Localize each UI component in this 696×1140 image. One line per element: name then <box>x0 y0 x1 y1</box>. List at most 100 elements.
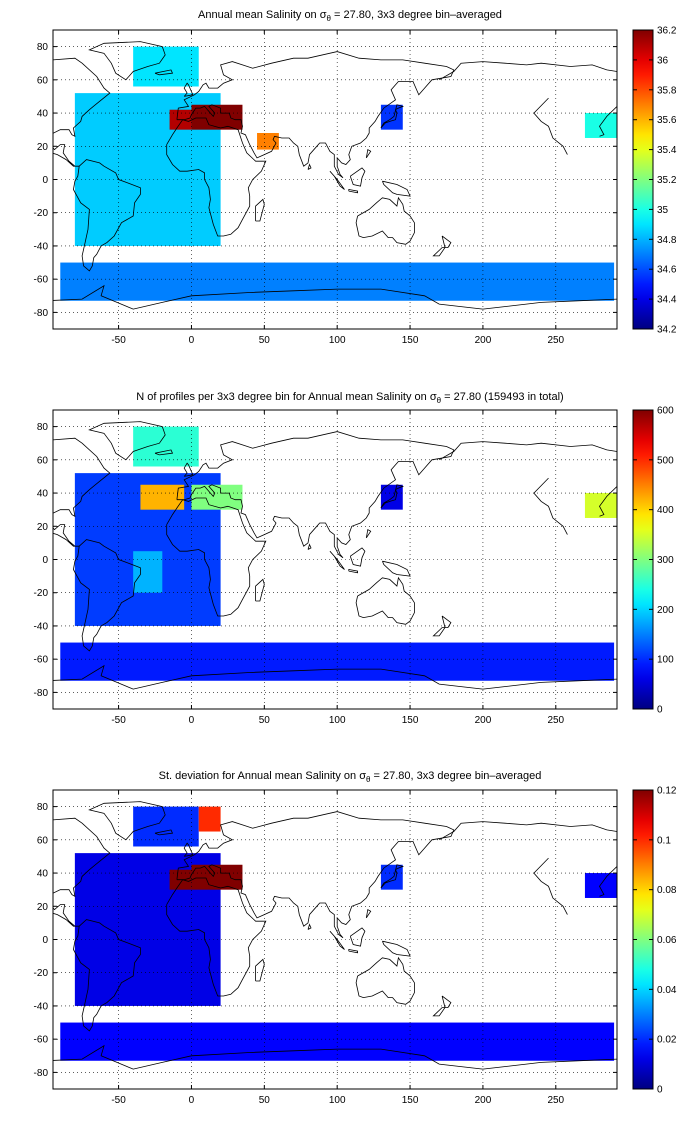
salinity-mean-colorbar: 34.2 34.4 34.6 34.8 35 35.2 35.4 35.6 35.8 36 36.2 <box>632 26 677 336</box>
colorbar-tick-label: 35.2 <box>657 175 677 186</box>
data-region <box>191 864 243 890</box>
x-tick-label: 100 <box>329 1095 346 1106</box>
coastline <box>365 148 372 159</box>
data-region <box>60 1022 615 1061</box>
y-tick-label: 20 <box>37 142 49 153</box>
y-tick-label: -20 <box>34 208 49 219</box>
coastline <box>380 864 405 889</box>
coastline <box>176 51 455 179</box>
colorbar-tick-label: 0.1 <box>657 835 671 846</box>
data-region <box>133 46 199 87</box>
x-tick-label: 50 <box>259 335 271 346</box>
colorbar-tick-label: 34.2 <box>657 325 677 336</box>
colorbar-tick-label: 36.2 <box>657 26 677 37</box>
coastline <box>380 104 405 129</box>
coastline <box>533 477 568 535</box>
coastline <box>533 857 568 915</box>
colorbar-tick-label: 0 <box>657 1085 663 1096</box>
coastline <box>432 235 452 257</box>
salinity-std-map <box>53 790 617 1089</box>
coastline <box>599 486 617 517</box>
coastline <box>355 196 415 245</box>
coastline <box>348 569 358 574</box>
coastline <box>53 817 111 927</box>
x-tick-label: -50 <box>111 1095 126 1106</box>
colorbar-tick-label: 300 <box>657 555 674 566</box>
coastline <box>349 547 366 567</box>
colorbar-tick-label: 0 <box>657 705 663 716</box>
y-tick-label: 60 <box>37 835 49 846</box>
coastline <box>432 615 452 637</box>
coastline <box>154 449 174 456</box>
colorbar-tick-label: 0.12 <box>657 786 677 797</box>
data-region <box>380 484 403 510</box>
data-region <box>198 806 221 832</box>
coastline <box>166 877 267 997</box>
colorbar-tick-label: 0.02 <box>657 1035 677 1046</box>
y-tick-label: 80 <box>37 802 49 813</box>
data-region <box>133 551 163 593</box>
x-tick-label: -50 <box>111 715 126 726</box>
y-tick-label: 40 <box>37 869 49 880</box>
coastline <box>432 995 452 1017</box>
coastline <box>329 930 345 950</box>
profile-count-map <box>53 410 617 709</box>
colorbar-tick-label: 100 <box>657 655 674 666</box>
y-tick-label: 40 <box>37 489 49 500</box>
coastline <box>382 560 411 577</box>
y-tick-label: 0 <box>42 935 48 946</box>
coastline <box>53 284 617 310</box>
colorbar-tick-label: 35 <box>657 205 669 216</box>
data-region <box>191 484 243 510</box>
colorbar-tick-label: 35.4 <box>657 145 677 156</box>
coastline <box>599 106 617 137</box>
coastline <box>183 462 194 477</box>
colorbar-tick-label: 35.8 <box>657 85 677 96</box>
coastline <box>183 842 194 857</box>
data-region <box>584 113 617 138</box>
data-region <box>133 426 199 467</box>
coastline <box>365 528 372 539</box>
coastline <box>365 908 372 919</box>
colorbar-tick-label: 34.6 <box>657 265 677 276</box>
colorbar-tick-label: 34.4 <box>657 295 677 306</box>
y-tick-label: -20 <box>34 588 49 599</box>
x-tick-label: 0 <box>189 1095 195 1106</box>
colorbar-tick-label: 200 <box>657 605 674 616</box>
x-tick-label: 0 <box>189 335 195 346</box>
y-tick-label: -40 <box>34 1001 49 1012</box>
data-region <box>133 806 199 847</box>
colorbar-tick-label: 34.8 <box>657 235 677 246</box>
coastline <box>349 167 366 187</box>
coastline <box>255 578 265 602</box>
y-tick-label: 80 <box>37 422 49 433</box>
coastline <box>154 69 174 76</box>
coastline <box>329 550 345 570</box>
y-tick-label: -80 <box>34 308 49 319</box>
coastline <box>154 829 174 836</box>
profile-count-axes: -50 0 50 100 150 200 250 -80 -60 -40 -20 0 20 40 60 80 <box>34 409 618 726</box>
coastline <box>255 198 265 222</box>
salinity-mean-panel: Annual mean Salinity on σθ = 27.80, 3x3 … <box>34 9 677 346</box>
y-tick-label: 80 <box>37 42 49 53</box>
data-region <box>140 484 185 510</box>
profile-count-colorbar: 0 100 200 300 400 500 600 <box>632 406 674 716</box>
x-tick-label: 150 <box>402 1095 419 1106</box>
coastline <box>53 1044 617 1070</box>
colorbar-tick-label: 400 <box>657 505 674 516</box>
profile-count-title: N of profiles per 3x3 degree bin for Ann… <box>136 391 563 405</box>
x-tick-label: 250 <box>547 715 564 726</box>
salinity-std-title: St. deviation for Annual mean Salinity o… <box>159 770 542 784</box>
profile-count-panel: N of profiles per 3x3 degree bin for Ann… <box>34 391 675 726</box>
salinity-mean-title: Annual mean Salinity on σθ = 27.80, 3x3 … <box>198 9 502 23</box>
colorbar-tick-label: 0.04 <box>657 985 677 996</box>
coastline <box>380 484 405 509</box>
x-tick-label: 250 <box>547 1095 564 1106</box>
salinity-mean-axes: -50 0 50 100 150 200 250 -80 -60 -40 -20 0 20 40 60 80 <box>34 29 618 346</box>
x-tick-label: 100 <box>329 715 346 726</box>
x-tick-label: 200 <box>475 1095 492 1106</box>
y-tick-label: 20 <box>37 902 49 913</box>
data-region <box>584 873 617 898</box>
x-tick-label: 200 <box>475 335 492 346</box>
